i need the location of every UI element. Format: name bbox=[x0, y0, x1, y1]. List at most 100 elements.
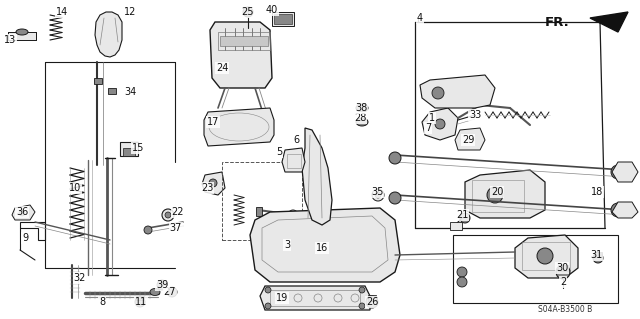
Circle shape bbox=[359, 287, 365, 293]
Bar bbox=[274, 14, 292, 24]
Text: 28: 28 bbox=[354, 113, 366, 123]
Circle shape bbox=[435, 119, 445, 129]
Text: 39: 39 bbox=[156, 280, 168, 290]
Polygon shape bbox=[420, 75, 495, 108]
Ellipse shape bbox=[356, 104, 368, 112]
Text: 17: 17 bbox=[207, 117, 219, 127]
Text: 38: 38 bbox=[355, 103, 367, 113]
Bar bbox=[558, 265, 568, 271]
Circle shape bbox=[162, 209, 174, 221]
Text: 1: 1 bbox=[429, 113, 435, 123]
Text: 30: 30 bbox=[556, 263, 568, 273]
Circle shape bbox=[265, 287, 271, 293]
Text: 9: 9 bbox=[22, 233, 28, 243]
Text: 37: 37 bbox=[170, 223, 182, 233]
Circle shape bbox=[611, 165, 625, 179]
Text: 10: 10 bbox=[69, 183, 81, 193]
Circle shape bbox=[556, 265, 570, 279]
Bar bbox=[368, 295, 376, 301]
Text: 35: 35 bbox=[371, 187, 383, 197]
Text: 31: 31 bbox=[590, 250, 602, 260]
Circle shape bbox=[593, 253, 603, 263]
Polygon shape bbox=[282, 148, 305, 172]
Bar bbox=[272, 12, 294, 26]
Polygon shape bbox=[455, 128, 485, 150]
Circle shape bbox=[144, 226, 152, 234]
Text: FR.: FR. bbox=[545, 16, 570, 28]
Bar bbox=[453, 235, 618, 303]
Circle shape bbox=[366, 296, 378, 308]
Bar bbox=[450, 222, 462, 230]
Polygon shape bbox=[465, 170, 545, 218]
Text: 21: 21 bbox=[456, 210, 468, 220]
Ellipse shape bbox=[16, 29, 28, 35]
Bar bbox=[522, 242, 570, 270]
Polygon shape bbox=[612, 162, 638, 182]
Text: 24: 24 bbox=[216, 63, 228, 73]
Text: 16: 16 bbox=[316, 243, 328, 253]
Circle shape bbox=[460, 213, 470, 223]
Bar bbox=[287, 154, 301, 168]
Text: 12: 12 bbox=[124, 7, 136, 17]
Polygon shape bbox=[12, 205, 35, 220]
Bar bbox=[120, 142, 138, 156]
Bar bbox=[136, 296, 144, 300]
Text: 15: 15 bbox=[132, 143, 144, 153]
Circle shape bbox=[167, 287, 177, 297]
Text: 4: 4 bbox=[417, 13, 423, 23]
Text: 33: 33 bbox=[469, 110, 481, 120]
Text: 8: 8 bbox=[99, 297, 105, 307]
Circle shape bbox=[432, 87, 444, 99]
Text: 29: 29 bbox=[462, 135, 474, 145]
Circle shape bbox=[359, 303, 365, 309]
Circle shape bbox=[611, 203, 625, 217]
Text: 23: 23 bbox=[201, 183, 213, 193]
Circle shape bbox=[487, 187, 503, 203]
Polygon shape bbox=[260, 286, 370, 310]
Polygon shape bbox=[422, 108, 458, 140]
Text: 3: 3 bbox=[284, 240, 290, 250]
Bar bbox=[222, 162, 302, 240]
Polygon shape bbox=[204, 108, 274, 146]
Circle shape bbox=[457, 277, 467, 287]
Text: 7: 7 bbox=[425, 123, 431, 133]
Circle shape bbox=[19, 210, 25, 216]
Bar bbox=[94, 78, 102, 84]
Bar bbox=[8, 32, 36, 40]
Bar bbox=[472, 180, 524, 212]
Text: 32: 32 bbox=[74, 273, 86, 283]
Circle shape bbox=[135, 297, 145, 307]
Polygon shape bbox=[210, 22, 272, 88]
Text: 22: 22 bbox=[172, 207, 184, 217]
Circle shape bbox=[457, 267, 467, 277]
Polygon shape bbox=[250, 208, 400, 282]
Text: 13: 13 bbox=[4, 35, 16, 45]
Bar bbox=[123, 148, 135, 156]
Bar bbox=[270, 290, 360, 306]
Polygon shape bbox=[515, 235, 578, 278]
Circle shape bbox=[389, 192, 401, 204]
Ellipse shape bbox=[356, 118, 368, 126]
Text: S04A-B3500 B: S04A-B3500 B bbox=[538, 306, 592, 315]
Circle shape bbox=[209, 179, 217, 187]
Bar bbox=[256, 207, 262, 216]
Circle shape bbox=[288, 210, 298, 220]
Bar bbox=[594, 252, 602, 257]
Polygon shape bbox=[202, 172, 225, 195]
Polygon shape bbox=[302, 128, 332, 225]
Text: 19: 19 bbox=[276, 293, 288, 303]
Circle shape bbox=[243, 7, 253, 17]
Text: 27: 27 bbox=[164, 287, 176, 297]
Polygon shape bbox=[590, 12, 628, 32]
Circle shape bbox=[157, 280, 167, 290]
Text: 20: 20 bbox=[491, 187, 503, 197]
Circle shape bbox=[537, 248, 553, 264]
Text: 5: 5 bbox=[276, 147, 282, 157]
Circle shape bbox=[372, 189, 384, 201]
Text: 40: 40 bbox=[266, 5, 278, 15]
Circle shape bbox=[265, 303, 271, 309]
Text: 26: 26 bbox=[366, 297, 378, 307]
Text: 34: 34 bbox=[124, 87, 136, 97]
Polygon shape bbox=[95, 12, 122, 57]
Text: 6: 6 bbox=[293, 135, 299, 145]
